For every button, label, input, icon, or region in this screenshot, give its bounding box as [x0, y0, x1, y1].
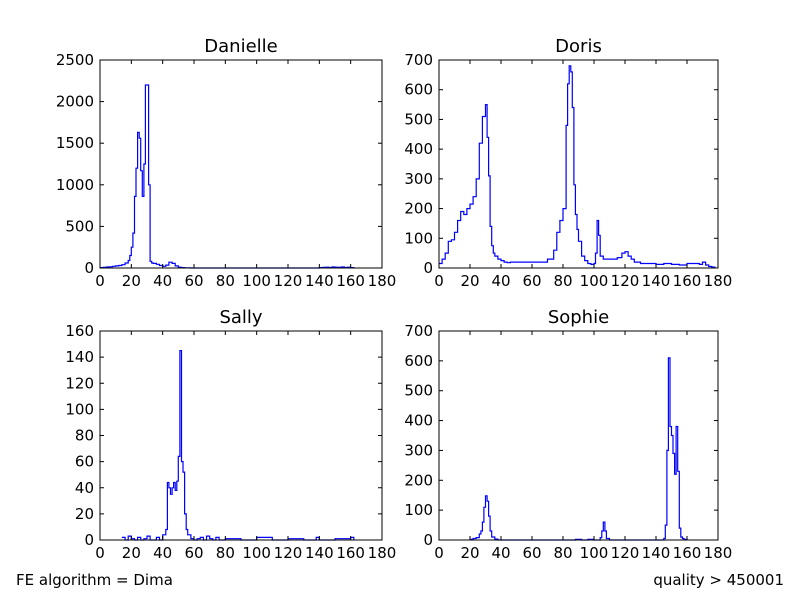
x-tick-label: 140 [642, 272, 671, 290]
x-tick-label: 180 [368, 272, 397, 290]
y-tick-label: 500 [65, 217, 94, 235]
y-tick-label: 0 [423, 531, 433, 549]
x-tick-label: 40 [491, 272, 510, 290]
plot-frame [99, 330, 383, 541]
chart-title: Danielle [204, 36, 277, 57]
series-line [439, 65, 716, 268]
x-tick-label: 160 [673, 544, 702, 562]
footer-left-note: FE algorithm = Dima [16, 571, 173, 589]
x-tick-label: 20 [122, 544, 141, 562]
x-tick-label: 60 [522, 272, 541, 290]
x-tick-label: 160 [673, 272, 702, 290]
y-tick-label: 160 [65, 322, 94, 340]
y-tick-label: 0 [84, 531, 94, 549]
x-tick-label: 180 [704, 272, 733, 290]
y-tick-label: 140 [65, 348, 94, 366]
y-tick-label: 500 [404, 382, 433, 400]
x-tick-label: 80 [553, 272, 572, 290]
chart-title: Sally [219, 307, 262, 328]
x-tick-label: 120 [274, 272, 303, 290]
x-tick-label: 160 [336, 544, 365, 562]
plot-frame [99, 59, 383, 269]
chart-title: Doris [555, 36, 602, 57]
x-tick-label: 180 [368, 544, 397, 562]
plot-frame [438, 59, 719, 269]
y-tick-label: 700 [404, 322, 433, 340]
y-tick-label: 120 [65, 374, 94, 392]
y-tick-label: 200 [404, 471, 433, 489]
x-tick-label: 0 [95, 272, 105, 290]
x-tick-label: 60 [522, 544, 541, 562]
series-line [121, 350, 355, 541]
y-tick-label: 1500 [56, 134, 94, 152]
x-tick-label: 100 [580, 272, 609, 290]
x-tick-label: 120 [611, 272, 640, 290]
x-tick-label: 100 [242, 272, 271, 290]
y-tick-label: 300 [404, 170, 433, 188]
x-tick-label: 120 [611, 544, 640, 562]
x-tick-label: 60 [184, 544, 203, 562]
series-line [100, 84, 355, 269]
plot-frame [438, 330, 719, 541]
x-tick-label: 100 [242, 544, 271, 562]
y-tick-label: 600 [404, 81, 433, 99]
y-tick-label: 200 [404, 200, 433, 218]
x-tick-label: 80 [553, 544, 572, 562]
x-tick-label: 140 [305, 544, 334, 562]
x-tick-label: 80 [216, 272, 235, 290]
chart-danielle: Danielle 0 20 40 60 80 100 120 140 160 180 0 500 1000… [56, 36, 397, 290]
x-tick-label: 120 [274, 544, 303, 562]
x-tick-label: 40 [491, 544, 510, 562]
x-tick-label: 0 [434, 544, 444, 562]
footer-right-note: quality > 450001 [653, 571, 784, 589]
y-tick-label: 0 [84, 259, 94, 277]
y-tick-label: 2000 [56, 93, 94, 111]
y-tick-label: 400 [404, 140, 433, 158]
y-tick-label: 0 [423, 259, 433, 277]
y-tick-label: 100 [404, 229, 433, 247]
y-tick-label: 2500 [56, 51, 94, 69]
y-tick-label: 400 [404, 412, 433, 430]
x-tick-label: 180 [704, 544, 733, 562]
chart-title: Sophie [548, 307, 609, 328]
y-tick-label: 100 [404, 501, 433, 519]
y-tick-label: 300 [404, 441, 433, 459]
x-tick-label: 140 [305, 272, 334, 290]
x-tick-label: 40 [153, 272, 172, 290]
series-line [470, 357, 688, 541]
x-tick-label: 80 [216, 544, 235, 562]
x-tick-label: 20 [122, 272, 141, 290]
x-tick-label: 60 [184, 272, 203, 290]
x-tick-label: 20 [460, 544, 479, 562]
x-tick-label: 140 [642, 544, 671, 562]
x-tick-label: 0 [434, 272, 444, 290]
y-tick-label: 20 [75, 505, 94, 523]
x-tick-label: 40 [153, 544, 172, 562]
x-tick-label: 160 [336, 272, 365, 290]
y-tick-label: 40 [75, 479, 94, 497]
x-tick-label: 100 [580, 544, 609, 562]
y-tick-label: 60 [75, 453, 94, 471]
y-tick-label: 500 [404, 110, 433, 128]
y-tick-label: 100 [65, 400, 94, 418]
x-tick-label: 20 [460, 272, 479, 290]
y-tick-label: 600 [404, 352, 433, 370]
y-tick-label: 1000 [56, 176, 94, 194]
x-tick-label: 0 [95, 544, 105, 562]
y-tick-label: 80 [75, 427, 94, 445]
y-tick-label: 700 [404, 51, 433, 69]
